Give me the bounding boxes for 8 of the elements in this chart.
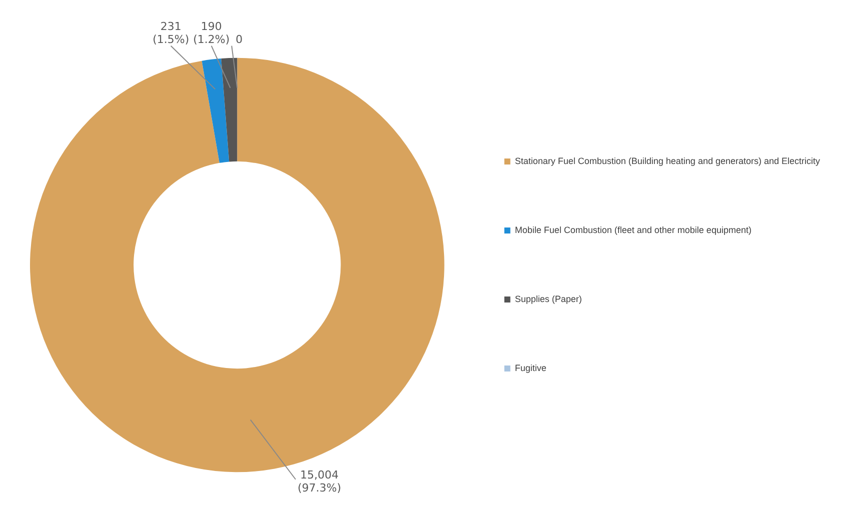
legend-label: Fugitive [514, 362, 546, 373]
legend-label: Supplies (Paper) [514, 294, 582, 304]
legend-label: Mobile Fuel Combustion (fleet and other mobile equipment) [514, 224, 752, 235]
text: 0 [236, 33, 243, 46]
legend-label: Stationary Fuel Combustion (Building heating and generators) and Electricity [514, 156, 820, 166]
data-label: 15,004 (97.3%) [298, 468, 342, 495]
data-label: 231 (1.5%) [152, 20, 190, 46]
data-label: 190 (1.2%) [193, 20, 230, 46]
